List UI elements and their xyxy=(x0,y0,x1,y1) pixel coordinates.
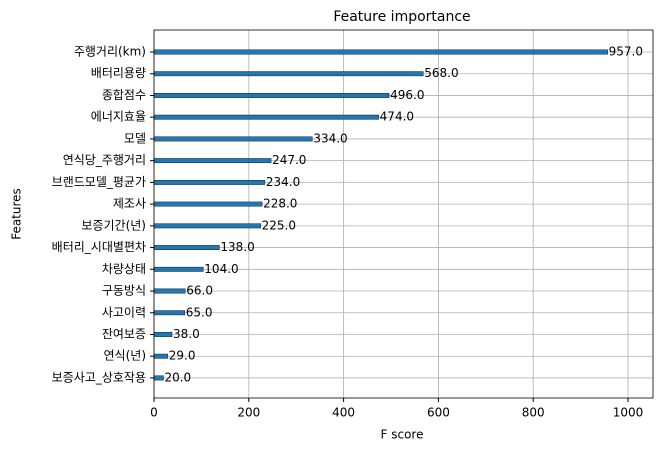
value-label: 957.0 xyxy=(609,45,643,59)
y-tick-label: 주행거리(km) xyxy=(74,44,146,59)
value-label: 496.0 xyxy=(390,88,424,102)
bar xyxy=(153,179,266,185)
y-tick-label: 브랜드모델_평균가 xyxy=(52,175,146,189)
bar xyxy=(153,93,390,98)
y-tick-label: 모델 xyxy=(124,131,146,145)
chart-title: Feature importance xyxy=(333,9,470,25)
bar xyxy=(153,158,272,164)
value-label: 138.0 xyxy=(220,240,254,254)
value-label: 334.0 xyxy=(313,131,347,145)
y-tick-label: 연식(년) xyxy=(104,349,146,363)
plot-frame xyxy=(153,29,654,399)
y-tick-label: 제조사 xyxy=(113,197,146,211)
bar xyxy=(153,49,608,55)
y-tick-label: 차량상태 xyxy=(102,262,146,276)
bar xyxy=(153,71,424,77)
value-label: 29.0 xyxy=(169,349,196,363)
value-label: 38.0 xyxy=(173,327,200,341)
x-tick-label: 400 xyxy=(332,406,355,420)
bar xyxy=(153,332,173,337)
bar xyxy=(153,201,263,207)
value-label: 104.0 xyxy=(204,262,238,276)
y-tick-label: 종합점수 xyxy=(102,88,146,102)
value-label: 225.0 xyxy=(262,218,296,232)
value-label: 66.0 xyxy=(186,284,213,298)
bar xyxy=(153,136,313,142)
y-tick-label: 배터리_시대별편차 xyxy=(52,240,146,254)
y-tick-label: 배터리용량 xyxy=(91,66,146,80)
y-tick-label: 보증사고_상호작용 xyxy=(52,370,146,384)
value-label: 20.0 xyxy=(164,370,191,384)
value-label: 247.0 xyxy=(272,153,306,167)
x-axis-label: F score xyxy=(381,428,424,442)
y-tick-label: 에너지효율 xyxy=(91,110,146,124)
x-tick-label: 600 xyxy=(427,406,450,420)
y-tick-label: 보증기간(년) xyxy=(81,218,146,232)
y-tick-label: 잔여보증 xyxy=(102,327,146,341)
value-label: 65.0 xyxy=(186,305,213,319)
value-label: 228.0 xyxy=(263,197,297,211)
x-tick-label: 0 xyxy=(150,406,158,420)
bar xyxy=(153,245,220,250)
x-tick-label: 200 xyxy=(237,406,260,420)
y-tick-label: 구동방식 xyxy=(102,284,146,298)
bar xyxy=(153,266,204,272)
y-tick-label: 사고이력 xyxy=(102,305,146,319)
y-tick-label: 연식당_주행거리 xyxy=(63,152,146,167)
bar xyxy=(153,223,261,229)
bar xyxy=(153,288,186,294)
x-tick-label: 800 xyxy=(522,406,545,420)
value-label: 234.0 xyxy=(266,175,300,189)
bar xyxy=(153,375,164,381)
bar xyxy=(153,114,379,120)
x-tick-label: 1000 xyxy=(613,406,644,420)
value-label: 568.0 xyxy=(424,66,458,80)
bar xyxy=(153,310,186,316)
y-axis-label: Features xyxy=(10,188,24,240)
value-label: 474.0 xyxy=(380,110,414,124)
bar xyxy=(153,353,168,359)
